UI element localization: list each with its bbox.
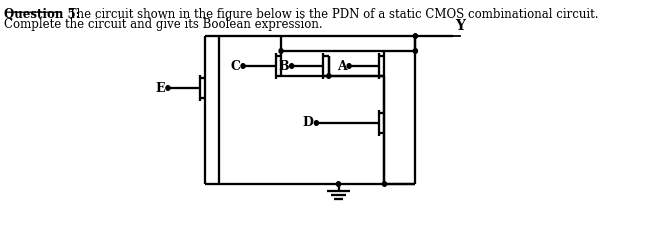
Text: D: D (303, 117, 314, 130)
Circle shape (413, 34, 418, 38)
Circle shape (336, 182, 341, 186)
Text: C: C (231, 59, 241, 72)
Text: B: B (278, 59, 289, 72)
Circle shape (290, 64, 294, 68)
Circle shape (327, 74, 331, 78)
Circle shape (241, 64, 245, 68)
Text: A: A (337, 59, 347, 72)
Circle shape (279, 49, 283, 53)
Circle shape (413, 49, 418, 53)
Text: Question 5:: Question 5: (5, 8, 80, 21)
Text: Complete the circuit and give its Boolean expression.: Complete the circuit and give its Boolea… (5, 18, 323, 31)
Circle shape (166, 86, 170, 90)
Circle shape (347, 64, 351, 68)
Circle shape (383, 182, 387, 186)
Circle shape (314, 121, 318, 125)
Text: E: E (156, 81, 165, 94)
Text: Y: Y (455, 19, 465, 33)
Text: The circuit shown in the figure below is the PDN of a static CMOS combinational : The circuit shown in the figure below is… (66, 8, 599, 21)
